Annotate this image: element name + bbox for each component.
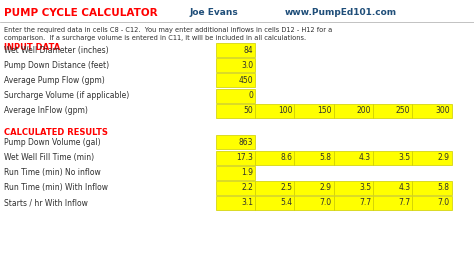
FancyBboxPatch shape	[334, 104, 373, 118]
Text: 7.0: 7.0	[319, 198, 332, 207]
Text: 0: 0	[248, 91, 253, 100]
FancyBboxPatch shape	[294, 181, 334, 195]
Text: 7.7: 7.7	[359, 198, 371, 207]
Text: 5.8: 5.8	[438, 183, 450, 192]
Text: Pump Down Volume (gal): Pump Down Volume (gal)	[4, 138, 100, 147]
Text: 5.4: 5.4	[280, 198, 292, 207]
Text: 300: 300	[435, 106, 450, 115]
Text: 3.1: 3.1	[241, 198, 253, 207]
Text: 2.2: 2.2	[241, 183, 253, 192]
Text: www.PumpEd101.com: www.PumpEd101.com	[284, 8, 397, 17]
Text: Enter the required data in cells C8 - C12.  You may enter additional inflows in : Enter the required data in cells C8 - C1…	[4, 27, 332, 33]
Text: Joe Evans: Joe Evans	[190, 8, 238, 17]
Text: PUMP CYCLE CALCULATOR: PUMP CYCLE CALCULATOR	[4, 8, 157, 18]
FancyBboxPatch shape	[255, 151, 294, 165]
FancyBboxPatch shape	[216, 104, 255, 118]
Text: INPUT DATA: INPUT DATA	[4, 43, 60, 52]
FancyBboxPatch shape	[412, 104, 452, 118]
FancyBboxPatch shape	[373, 181, 412, 195]
Text: 4.3: 4.3	[398, 183, 410, 192]
FancyBboxPatch shape	[294, 151, 334, 165]
Text: 1.9: 1.9	[241, 168, 253, 177]
Text: Wet Well Fill Time (min): Wet Well Fill Time (min)	[4, 153, 94, 162]
FancyBboxPatch shape	[216, 58, 255, 72]
FancyBboxPatch shape	[373, 151, 412, 165]
FancyBboxPatch shape	[412, 181, 452, 195]
Text: 2.9: 2.9	[438, 153, 450, 162]
Text: 250: 250	[396, 106, 410, 115]
Text: 100: 100	[278, 106, 292, 115]
FancyBboxPatch shape	[334, 151, 373, 165]
Text: Run Time (min) No inflow: Run Time (min) No inflow	[4, 168, 100, 177]
FancyBboxPatch shape	[334, 196, 373, 210]
FancyBboxPatch shape	[255, 104, 294, 118]
FancyBboxPatch shape	[373, 196, 412, 210]
Text: 17.3: 17.3	[236, 153, 253, 162]
FancyBboxPatch shape	[216, 43, 255, 57]
Text: Average Pump Flow (gpm): Average Pump Flow (gpm)	[4, 76, 105, 85]
Text: Pump Down Distance (feet): Pump Down Distance (feet)	[4, 61, 109, 70]
Text: Starts / hr With Inflow: Starts / hr With Inflow	[4, 198, 88, 207]
Text: Wet Well Diameter (inches): Wet Well Diameter (inches)	[4, 46, 109, 55]
Text: 150: 150	[317, 106, 332, 115]
FancyBboxPatch shape	[216, 151, 255, 165]
Text: 5.8: 5.8	[320, 153, 332, 162]
FancyBboxPatch shape	[216, 181, 255, 195]
Text: 8.6: 8.6	[281, 153, 292, 162]
FancyBboxPatch shape	[412, 151, 452, 165]
Text: 2.9: 2.9	[320, 183, 332, 192]
Text: Surcharge Volume (if applicable): Surcharge Volume (if applicable)	[4, 91, 129, 100]
Text: 7.0: 7.0	[438, 198, 450, 207]
FancyBboxPatch shape	[255, 181, 294, 195]
FancyBboxPatch shape	[216, 89, 255, 103]
FancyBboxPatch shape	[216, 196, 255, 210]
FancyBboxPatch shape	[216, 166, 255, 180]
FancyBboxPatch shape	[373, 104, 412, 118]
FancyBboxPatch shape	[255, 196, 294, 210]
FancyBboxPatch shape	[334, 181, 373, 195]
FancyBboxPatch shape	[216, 73, 255, 87]
Text: 3.5: 3.5	[359, 183, 371, 192]
Text: CALCULATED RESULTS: CALCULATED RESULTS	[4, 128, 108, 137]
FancyBboxPatch shape	[412, 196, 452, 210]
Text: 84: 84	[244, 46, 253, 55]
FancyBboxPatch shape	[216, 136, 255, 150]
Text: comparison.  If a surcharge volume is entered in C11, it will be included in all: comparison. If a surcharge volume is ent…	[4, 35, 306, 41]
FancyBboxPatch shape	[294, 104, 334, 118]
Text: 450: 450	[238, 76, 253, 85]
Text: 863: 863	[238, 138, 253, 147]
Text: Average InFlow (gpm): Average InFlow (gpm)	[4, 106, 88, 115]
Text: 3.5: 3.5	[398, 153, 410, 162]
Text: 7.7: 7.7	[398, 198, 410, 207]
Text: 2.5: 2.5	[281, 183, 292, 192]
Text: 3.0: 3.0	[241, 61, 253, 70]
Text: 200: 200	[356, 106, 371, 115]
FancyBboxPatch shape	[294, 196, 334, 210]
Text: Run Time (min) With Inflow: Run Time (min) With Inflow	[4, 183, 108, 192]
Text: 4.3: 4.3	[359, 153, 371, 162]
Text: 50: 50	[243, 106, 253, 115]
